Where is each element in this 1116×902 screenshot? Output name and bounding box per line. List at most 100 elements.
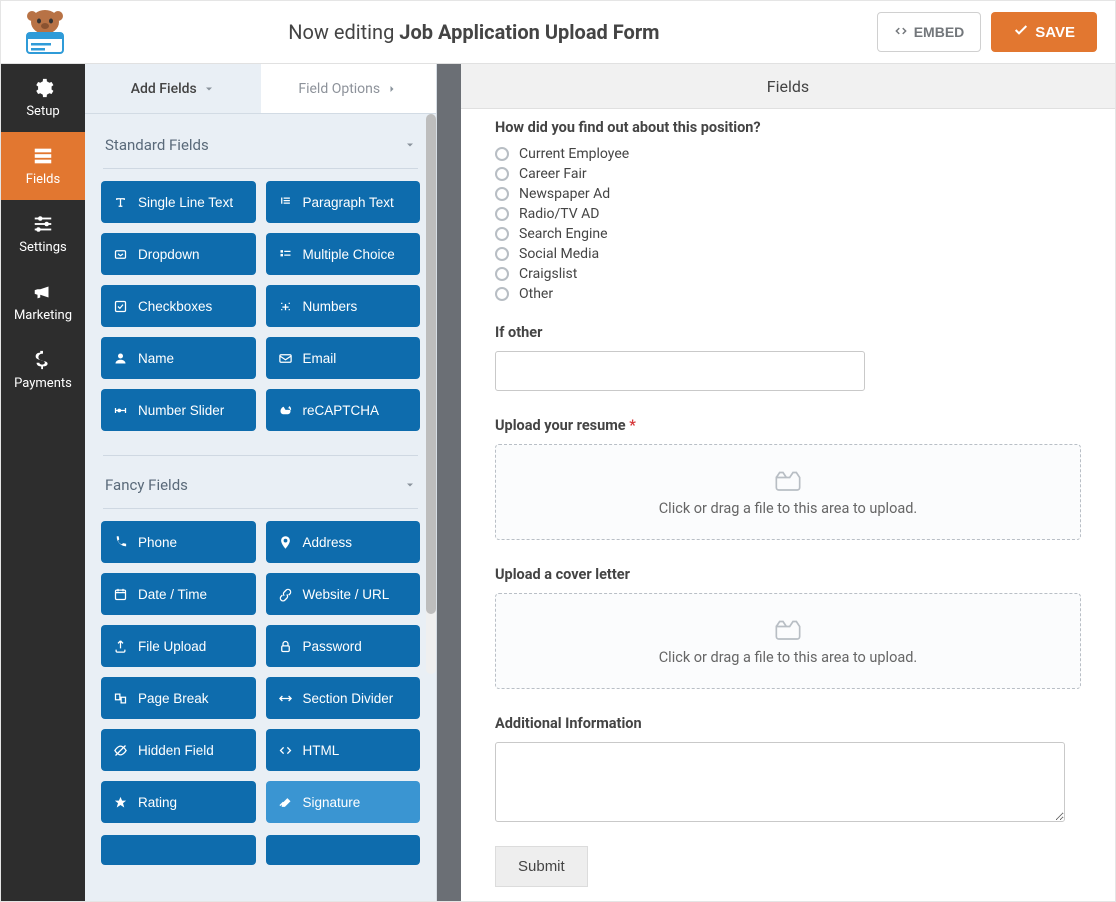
upload-cover-box[interactable]: Click or drag a file to this area to upl… [495,593,1081,689]
field-button-label: Numbers [303,299,358,314]
header: Now editing Job Application Upload Form … [1,1,1115,64]
field-button[interactable]: Date / Time [101,573,256,615]
field-button-label: Hidden Field [138,743,214,758]
field-button[interactable]: Paragraph Text [266,181,421,223]
standard-fields-grid: Single Line Text Paragraph Text Dropdown Mu… [99,179,422,437]
field-button-label: Address [303,535,353,550]
form-preview-pane: Fields How did you find out about this p… [461,64,1115,901]
panel-tabs: Add Fields Field Options [85,64,436,114]
bullhorn-icon [32,281,54,303]
field-button[interactable]: Signature [266,781,421,823]
gap-strip [437,64,461,901]
radio-icon [495,287,509,301]
field-button[interactable]: Single Line Text [101,181,256,223]
scrollbar-track[interactable] [426,114,436,674]
field-button-label: Date / Time [138,587,207,602]
field-button[interactable]: File Upload [101,625,256,667]
save-button[interactable]: SAVE [991,12,1097,52]
radio-option[interactable]: Search Engine [495,226,1081,242]
scrollbar-thumb[interactable] [426,114,436,614]
radio-label: Career Fair [519,166,587,182]
radio-label: Other [519,286,553,302]
vnav-settings[interactable]: Settings [1,200,85,268]
section-fancy-label: Fancy Fields [105,476,188,494]
field-button-label: Rating [138,795,177,810]
divider [103,508,418,509]
label-upload-resume-text: Upload your resume [495,417,626,434]
title-prefix: Now editing [288,20,399,44]
field-button[interactable] [266,835,421,865]
field-button-label: HTML [303,743,340,758]
field-button-label: Paragraph Text [303,195,394,210]
radio-option[interactable]: Current Employee [495,146,1081,162]
vnav-marketing[interactable]: Marketing [1,268,85,336]
field-button[interactable]: Multiple Choice [266,233,421,275]
vnav-payments-label: Payments [14,376,72,391]
field-button-label: reCAPTCHA [303,403,380,418]
field-button-label: Number Slider [138,403,224,418]
field-button[interactable]: Section Divider [266,677,421,719]
fancy-fields-grid: Phone Address Date / Time Website / URLFile… [99,519,422,829]
radio-option[interactable]: Newspaper Ad [495,186,1081,202]
field-button[interactable]: Password [266,625,421,667]
field-button[interactable]: HTML [266,729,421,771]
field-button[interactable]: Email [266,337,421,379]
vnav-fields-label: Fields [26,172,60,187]
tab-add-fields[interactable]: Add Fields [85,64,261,113]
field-button-label: Checkboxes [138,299,212,314]
section-fancy-fields[interactable]: Fancy Fields [99,466,422,508]
divider [103,455,418,456]
field-button[interactable] [101,835,256,865]
field-button[interactable]: Address [266,521,421,563]
radio-list: Current Employee Career Fair Newspaper Ad R… [495,146,1081,302]
radio-icon [495,167,509,181]
field-button[interactable]: Website / URL [266,573,421,615]
field-button[interactable]: Numbers [266,285,421,327]
field-button-label: Password [303,639,362,654]
upload-hint: Click or drag a file to this area to upl… [659,500,918,517]
section-standard-fields[interactable]: Standard Fields [99,114,422,168]
field-button[interactable]: Phone [101,521,256,563]
vnav-settings-label: Settings [19,240,66,255]
chevron-down-icon [404,479,416,491]
additional-info-textarea[interactable] [495,742,1065,822]
radio-option[interactable]: Radio/TV AD [495,206,1081,222]
field-button[interactable]: reCAPTCHA [266,389,421,431]
field-button[interactable]: Name [101,337,256,379]
submit-button[interactable]: Submit [495,846,588,887]
form-canvas[interactable]: How did you find out about this position… [461,109,1115,901]
field-button[interactable]: Checkboxes [101,285,256,327]
field-button[interactable]: Dropdown [101,233,256,275]
radio-option[interactable]: Social Media [495,246,1081,262]
divider [103,168,418,169]
field-button[interactable]: Hidden Field [101,729,256,771]
vnav-fields[interactable]: Fields [1,132,85,200]
embed-button[interactable]: EMBED [877,12,982,52]
check-icon [1013,22,1029,42]
tab-field-options[interactable]: Field Options [261,64,437,113]
dollar-icon [32,349,54,371]
radio-option[interactable]: Career Fair [495,166,1081,182]
field-button[interactable]: Page Break [101,677,256,719]
radio-option[interactable]: Craigslist [495,266,1081,282]
radio-option[interactable]: Other [495,286,1081,302]
label-if-other: If other [495,324,1081,341]
field-button-label: Dropdown [138,247,200,262]
radio-label: Newspaper Ad [519,186,610,202]
vnav-payments[interactable]: Payments [1,336,85,404]
field-button-label: Name [138,351,174,366]
field-button[interactable]: Rating [101,781,256,823]
if-other-input[interactable] [495,351,865,391]
radio-icon [495,227,509,241]
radio-icon [495,267,509,281]
field-button[interactable]: Number Slider [101,389,256,431]
subheader-label: Fields [767,77,809,96]
vnav-setup[interactable]: Setup [1,64,85,132]
upload-resume-box[interactable]: Click or drag a file to this area to upl… [495,444,1081,540]
radio-icon [495,147,509,161]
radio-icon [495,187,509,201]
extra-row [99,833,422,871]
embed-label: EMBED [914,24,965,40]
chevron-down-icon [404,139,416,151]
radio-icon [495,207,509,221]
